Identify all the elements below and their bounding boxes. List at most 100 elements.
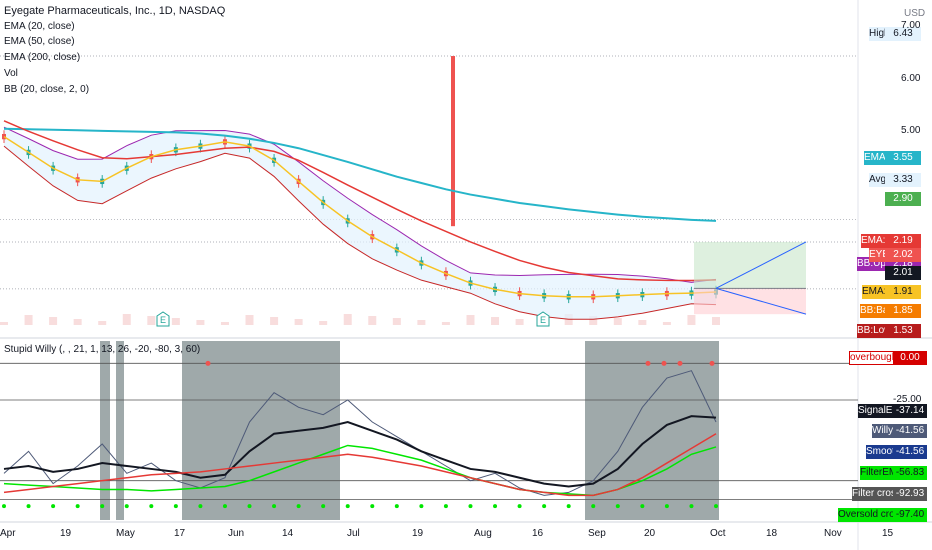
volume-bar bbox=[270, 317, 279, 325]
zone-shade bbox=[182, 341, 340, 520]
bollinger-fill bbox=[4, 127, 716, 320]
price-tag-value: 2.19 bbox=[885, 234, 921, 248]
bollinger-upper-line bbox=[3, 126, 717, 283]
smooth-line bbox=[3, 433, 717, 497]
price-tag-value: 6.43 bbox=[885, 27, 921, 41]
overbought-dot bbox=[645, 360, 651, 366]
overbought-dot bbox=[205, 360, 211, 366]
oversold-dot bbox=[345, 504, 350, 509]
ema200-line bbox=[3, 127, 717, 222]
x-tick-label: 17 bbox=[174, 528, 186, 539]
volume-bar bbox=[171, 318, 180, 325]
price-tag-label: EMA:MA bbox=[864, 151, 904, 165]
volume-bar bbox=[245, 315, 254, 325]
price-tag-value: 2.90 bbox=[885, 192, 921, 206]
volume-bar bbox=[712, 317, 720, 325]
x-tick-label: Jun bbox=[228, 528, 245, 539]
volume-bar bbox=[687, 315, 696, 325]
osc-tag-value: -41.56 bbox=[893, 445, 927, 459]
x-tick-label: 19 bbox=[60, 528, 72, 539]
x-tick-label: 18 bbox=[766, 528, 778, 539]
oversold-dot bbox=[517, 504, 522, 509]
price-tag-label: Avg bbox=[869, 173, 887, 187]
osc-tick-label: -25.00 bbox=[893, 394, 922, 405]
x-tick-label: Jul bbox=[347, 528, 360, 539]
y-tick-label: 5.00 bbox=[901, 125, 921, 137]
oversold-dot bbox=[591, 504, 596, 509]
willy-line bbox=[3, 370, 717, 496]
price-tag-value: 2.02 bbox=[885, 248, 921, 262]
volume-bar bbox=[491, 317, 500, 325]
oversold-dot bbox=[173, 504, 178, 509]
zone-shade bbox=[100, 341, 110, 520]
osc-tag-label: Smooth bbox=[866, 445, 901, 459]
volume-bar bbox=[98, 321, 107, 325]
price-tag-value: 1.85 bbox=[885, 304, 921, 318]
profit-zone bbox=[694, 241, 806, 289]
volume-bar bbox=[24, 315, 33, 325]
volume-bar bbox=[319, 321, 328, 325]
volume-bar bbox=[466, 315, 475, 325]
earnings-letter: E bbox=[160, 315, 166, 325]
osc-tag-label: SignalEMA bbox=[858, 404, 908, 418]
loss-zone bbox=[694, 288, 806, 315]
volume-bar bbox=[368, 316, 377, 325]
x-tick-label: Aug bbox=[474, 528, 492, 539]
earnings-letter: E bbox=[540, 315, 546, 325]
oversold-dot bbox=[149, 504, 154, 509]
x-tick-label: Apr bbox=[0, 528, 16, 539]
osc-tag-label: FilterEMA bbox=[860, 466, 904, 480]
y-tick-label: 6.00 bbox=[901, 72, 921, 84]
osc-tag-value: 0.00 bbox=[893, 351, 927, 365]
candle-body bbox=[2, 133, 6, 140]
x-tick-label: Oct bbox=[710, 528, 726, 539]
zone-shade bbox=[585, 341, 719, 520]
x-tick-label: 20 bbox=[644, 528, 656, 539]
price-tag-value: 2.01 bbox=[885, 266, 921, 280]
projection-up bbox=[715, 241, 807, 289]
osc-tag-label: Filter cross bbox=[852, 487, 901, 501]
volume-bar bbox=[147, 316, 156, 325]
oversold-dot bbox=[640, 504, 645, 509]
volume-bar bbox=[515, 319, 524, 325]
osc-tag-value: -92.93 bbox=[893, 487, 927, 501]
indicator-ema200-label[interactable]: EMA (200, close) bbox=[4, 52, 81, 63]
indicator-ema20-label[interactable]: EMA (20, close) bbox=[4, 21, 75, 32]
spike-candle bbox=[451, 56, 455, 227]
volume-bar bbox=[392, 318, 401, 325]
earnings-marker bbox=[536, 311, 550, 327]
x-tick-label: 16 bbox=[532, 528, 544, 539]
projection-down bbox=[715, 287, 807, 315]
osc-tag-value: -97.40 bbox=[893, 508, 927, 522]
osc-tag-label: Oversold cross bbox=[838, 508, 905, 522]
indicator-vol-label[interactable]: Vol bbox=[4, 68, 18, 79]
volume-bar bbox=[441, 322, 450, 325]
oscillator-title[interactable]: Stupid Willy (, , 21, 1, 13, 26, -20, -8… bbox=[4, 344, 201, 355]
oversold-dot bbox=[321, 504, 326, 509]
oversold-dot bbox=[394, 504, 399, 509]
oversold-dot bbox=[124, 504, 129, 509]
price-tag-label: High bbox=[869, 27, 890, 41]
oversold-dot bbox=[272, 504, 277, 509]
oversold-dot bbox=[370, 504, 375, 509]
price-tag-label: EMA:MA bbox=[862, 285, 902, 299]
indicator-ema50-label[interactable]: EMA (50, close) bbox=[4, 36, 75, 47]
volume-bar bbox=[73, 319, 82, 325]
oversold-dot bbox=[247, 504, 252, 509]
volume-bar bbox=[613, 318, 622, 325]
volume-bar bbox=[662, 322, 671, 325]
oversold-dot bbox=[419, 504, 424, 509]
volume-bar bbox=[220, 322, 229, 325]
overbought-dot bbox=[661, 360, 667, 366]
price-tag-label: BB:Basis bbox=[860, 304, 901, 318]
oversold-dot bbox=[51, 504, 56, 509]
osc-tag-label: overbought bbox=[849, 351, 901, 365]
zone-shade bbox=[116, 341, 124, 520]
oversold-dot bbox=[198, 504, 203, 509]
oversold-dot bbox=[468, 504, 473, 509]
oversold-dot bbox=[615, 504, 620, 509]
oversold-dot bbox=[664, 504, 669, 509]
osc-tag-value: -37.14 bbox=[893, 404, 927, 418]
indicator-bb-label[interactable]: BB (20, close, 2, 0) bbox=[4, 84, 90, 95]
